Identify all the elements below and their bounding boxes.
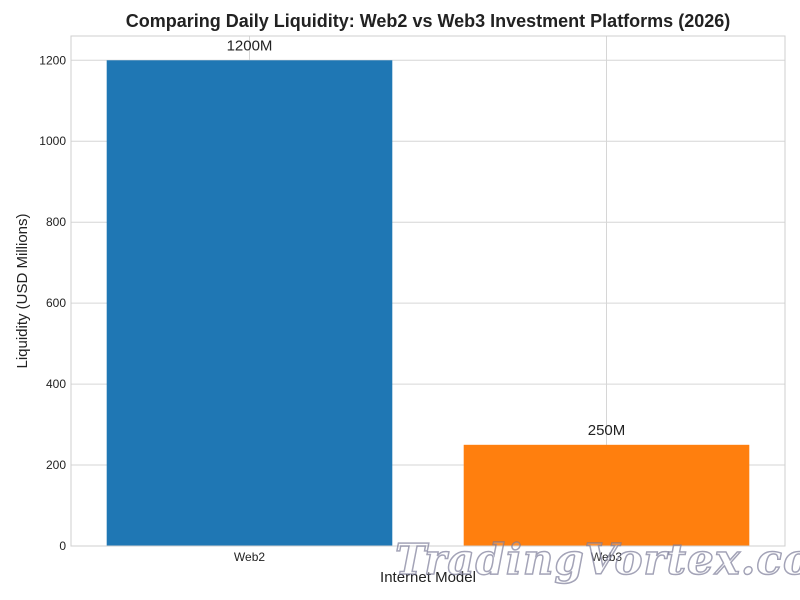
y-tick-label: 600: [46, 296, 66, 310]
plot-frame: [70, 35, 786, 547]
y-axis-label: Liquidity (USD Millions): [14, 213, 31, 368]
y-tick-label: 800: [46, 215, 66, 229]
chart-title: Comparing Daily Liquidity: Web2 vs Web3 …: [126, 11, 730, 31]
bar-web3: [463, 444, 750, 546]
x-axis-label: Internet Model: [380, 569, 476, 586]
bar-value-label: 1200M: [227, 37, 273, 54]
bar-series: [106, 60, 750, 547]
y-tick-label: 0: [59, 539, 66, 553]
x-tick-label: Web3: [591, 550, 622, 564]
bar-value-label: 250M: [588, 422, 626, 439]
y-tick-label: 200: [46, 458, 66, 472]
y-tick-label: 1000: [39, 134, 66, 148]
x-tick-label: Web2: [234, 550, 265, 564]
y-tick-label: 400: [46, 377, 66, 391]
bar-web2: [106, 60, 393, 547]
watermark-text: TradingVortex.com: [395, 535, 800, 584]
y-tick-label: 1200: [39, 53, 66, 67]
data-labels: 1200M 250M: [227, 37, 626, 439]
axes: 0 200 400 600 800 1000 1200 Web2 Web3: [39, 35, 786, 564]
